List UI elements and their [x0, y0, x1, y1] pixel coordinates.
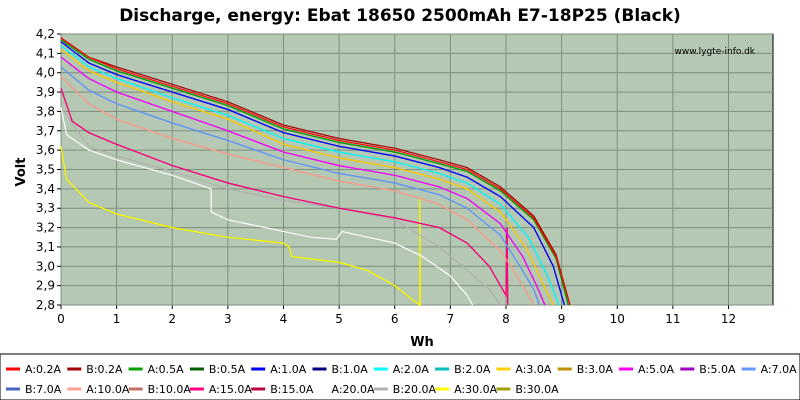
legend-label: A:15.0A: [209, 383, 253, 396]
series-line-a-7-0a: [60, 66, 540, 306]
legend-label: B:0.5A: [209, 363, 246, 376]
y-tick-label: 3,1: [36, 240, 55, 254]
legend-label: B:3.0A: [577, 363, 614, 376]
legend-label: B:0.2A: [86, 363, 123, 376]
x-tick-label: 7: [447, 312, 455, 326]
x-tick-label: 4: [280, 312, 288, 326]
x-tick-label: 8: [502, 312, 510, 326]
x-tick-label: 12: [721, 312, 736, 326]
series-line-a-0-2a: [60, 37, 571, 306]
series-line-b-0-2a: [60, 37, 571, 306]
x-tick-label: 3: [224, 312, 232, 326]
series-line-a-15-0a: [60, 88, 509, 306]
x-tick-label: 0: [57, 312, 65, 326]
legend-label: A:5.0A: [638, 363, 675, 376]
x-tick-label: 10: [610, 312, 625, 326]
legend-label: B:15.0A: [270, 383, 314, 396]
legend: A:0.2A B:0.2A A:0.5A B:0.5A A:1.0A B:1.0A A:2.…: [6, 363, 797, 396]
series-line-a-0-5a: [60, 39, 569, 306]
x-tick-label: 2: [168, 312, 176, 326]
legend-label: B:5.0A: [699, 363, 736, 376]
legend-label: A:10.0A: [86, 383, 130, 396]
y-tick-label: 3,4: [36, 182, 55, 196]
y-tick-label: 3,2: [36, 221, 55, 235]
series-line-a-30-0a: [60, 146, 421, 307]
y-tick-label: 2,9: [36, 279, 55, 293]
y-tick-label: 3,6: [36, 143, 55, 157]
y-tick-label: 4,1: [36, 46, 55, 60]
x-tick-label: 5: [335, 312, 343, 326]
y-tick-label: 4,2: [36, 27, 55, 41]
legend-label: B:2.0A: [454, 363, 491, 376]
y-tick-label: 3,9: [36, 85, 55, 99]
series-line-a-1-0a: [60, 41, 565, 306]
legend-label: B:20.0A: [393, 383, 437, 396]
legend-box: [0, 353, 800, 400]
series-line-a-10-0a: [60, 76, 535, 306]
legend-label: B:1.0A: [332, 363, 369, 376]
x-tick-label: 9: [558, 312, 566, 326]
x-tick-label: 11: [665, 312, 680, 326]
series-line-b-20-0a: [60, 107, 501, 306]
legend-label: A:30.0A: [454, 383, 498, 396]
chart-title: Discharge, energy: Ebat 18650 2500mAh E7…: [119, 6, 681, 26]
y-tick-label: 3,0: [36, 259, 55, 273]
x-tick-labels: 0 1 2 3 4 5 6 7 8 9 10 11 12: [57, 312, 736, 326]
y-tick-label: 2,8: [36, 298, 55, 312]
x-axis-title: Wh: [410, 335, 434, 350]
series-line-a-5-0a: [60, 56, 546, 306]
legend-label: A:0.2A: [25, 363, 62, 376]
y-tick-label: 3,7: [36, 124, 55, 138]
y-tick-label: 3,3: [36, 201, 55, 215]
watermark: www.lygte-info.dk: [675, 47, 756, 57]
x-tick-label: 1: [113, 312, 121, 326]
legend-label: A:3.0A: [515, 363, 552, 376]
series-line-a-2-0a: [60, 45, 560, 306]
legend-label: A:0.5A: [148, 363, 185, 376]
y-tick-label: 3,5: [36, 163, 55, 177]
legend-label: A:7.0A: [761, 363, 798, 376]
y-axis-title: Volt: [14, 158, 29, 187]
y-tick-label: 4,0: [36, 66, 55, 80]
grid-lines: [57, 33, 773, 309]
legend-label: B:30.0A: [515, 383, 559, 396]
legend-label: A:1.0A: [270, 363, 307, 376]
y-tick-labels: 2,8 2,9 3,0 3,1 3,2 3,3 3,4 3,5 3,6 3,7 3,8 3,9 4,0 4…: [36, 27, 55, 312]
y-tick-label: 3,8: [36, 104, 55, 118]
legend-label: B:7.0A: [25, 383, 62, 396]
series-line-a-20-0a: [60, 107, 474, 306]
series-line-a-3-0a: [60, 49, 554, 306]
legend-label: A:20.0A: [332, 383, 376, 396]
legend-label: B:10.0A: [148, 383, 192, 396]
series-layer: [60, 37, 571, 307]
x-tick-label: 6: [391, 312, 399, 326]
legend-label: A:2.0A: [393, 363, 430, 376]
